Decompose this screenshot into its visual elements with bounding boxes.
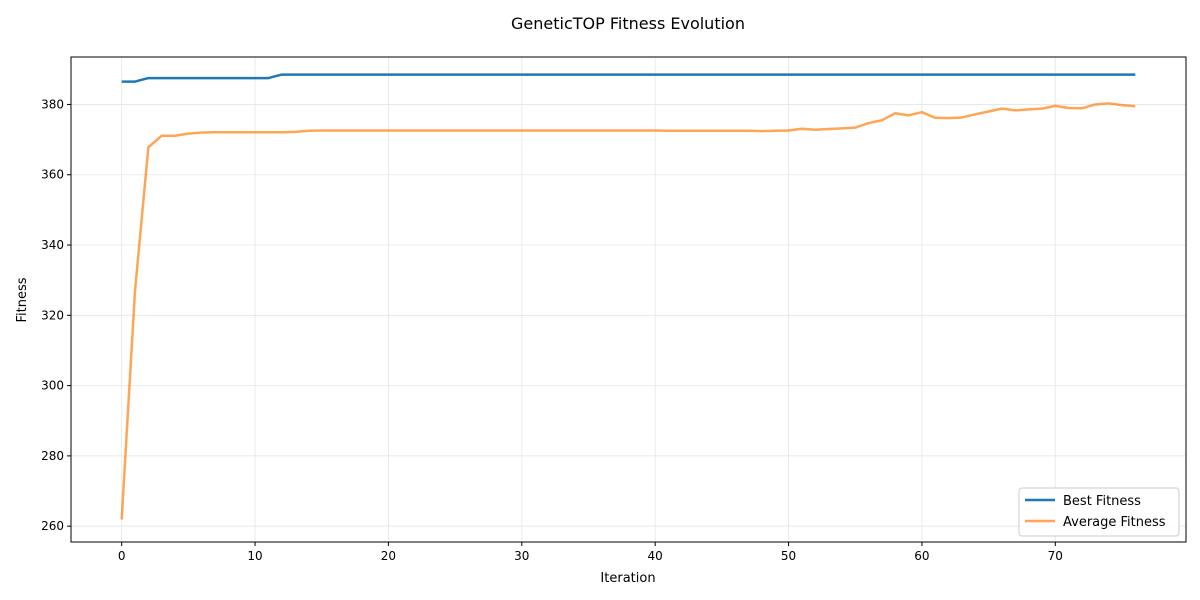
- grid-lines: [71, 57, 1186, 542]
- y-tick-label: 260: [41, 519, 64, 533]
- x-tick-label: 20: [381, 549, 396, 563]
- x-tick-label: 70: [1048, 549, 1063, 563]
- y-tick-label: 380: [41, 97, 64, 111]
- plot-frame: [70, 56, 1187, 543]
- x-tick-label: 50: [781, 549, 796, 563]
- y-tick-label: 360: [41, 168, 64, 182]
- series-line-average-fitness: [120, 102, 1136, 520]
- x-axis-ticks: 0 10 20 30 40 50 60 70: [118, 542, 1063, 563]
- x-tick-label: 30: [514, 549, 529, 563]
- x-tick-label: 60: [914, 549, 929, 563]
- y-tick-label: 320: [41, 308, 64, 322]
- y-tick-label: 280: [41, 449, 64, 463]
- chart-title: GeneticTOP Fitness Evolution: [511, 14, 745, 33]
- legend-label-best-fitness: Best Fitness: [1063, 494, 1141, 509]
- x-tick-label: 40: [648, 549, 663, 563]
- series-line-best-fitness: [121, 73, 1136, 83]
- x-tick-label: 10: [247, 549, 262, 563]
- y-tick-label: 300: [41, 379, 64, 393]
- y-tick-label: 340: [41, 238, 64, 252]
- legend-box: [1018, 487, 1180, 537]
- y-axis-ticks: 260 280 300 320 340 360 380: [41, 97, 71, 533]
- legend: Best Fitness Average Fitness: [1018, 487, 1180, 537]
- x-axis-label: Iteration: [600, 571, 655, 586]
- series-lines: [120, 73, 1136, 520]
- x-tick-label: 0: [118, 549, 126, 563]
- y-axis-label: Fitness: [15, 277, 30, 322]
- legend-label-average-fitness: Average Fitness: [1063, 515, 1166, 530]
